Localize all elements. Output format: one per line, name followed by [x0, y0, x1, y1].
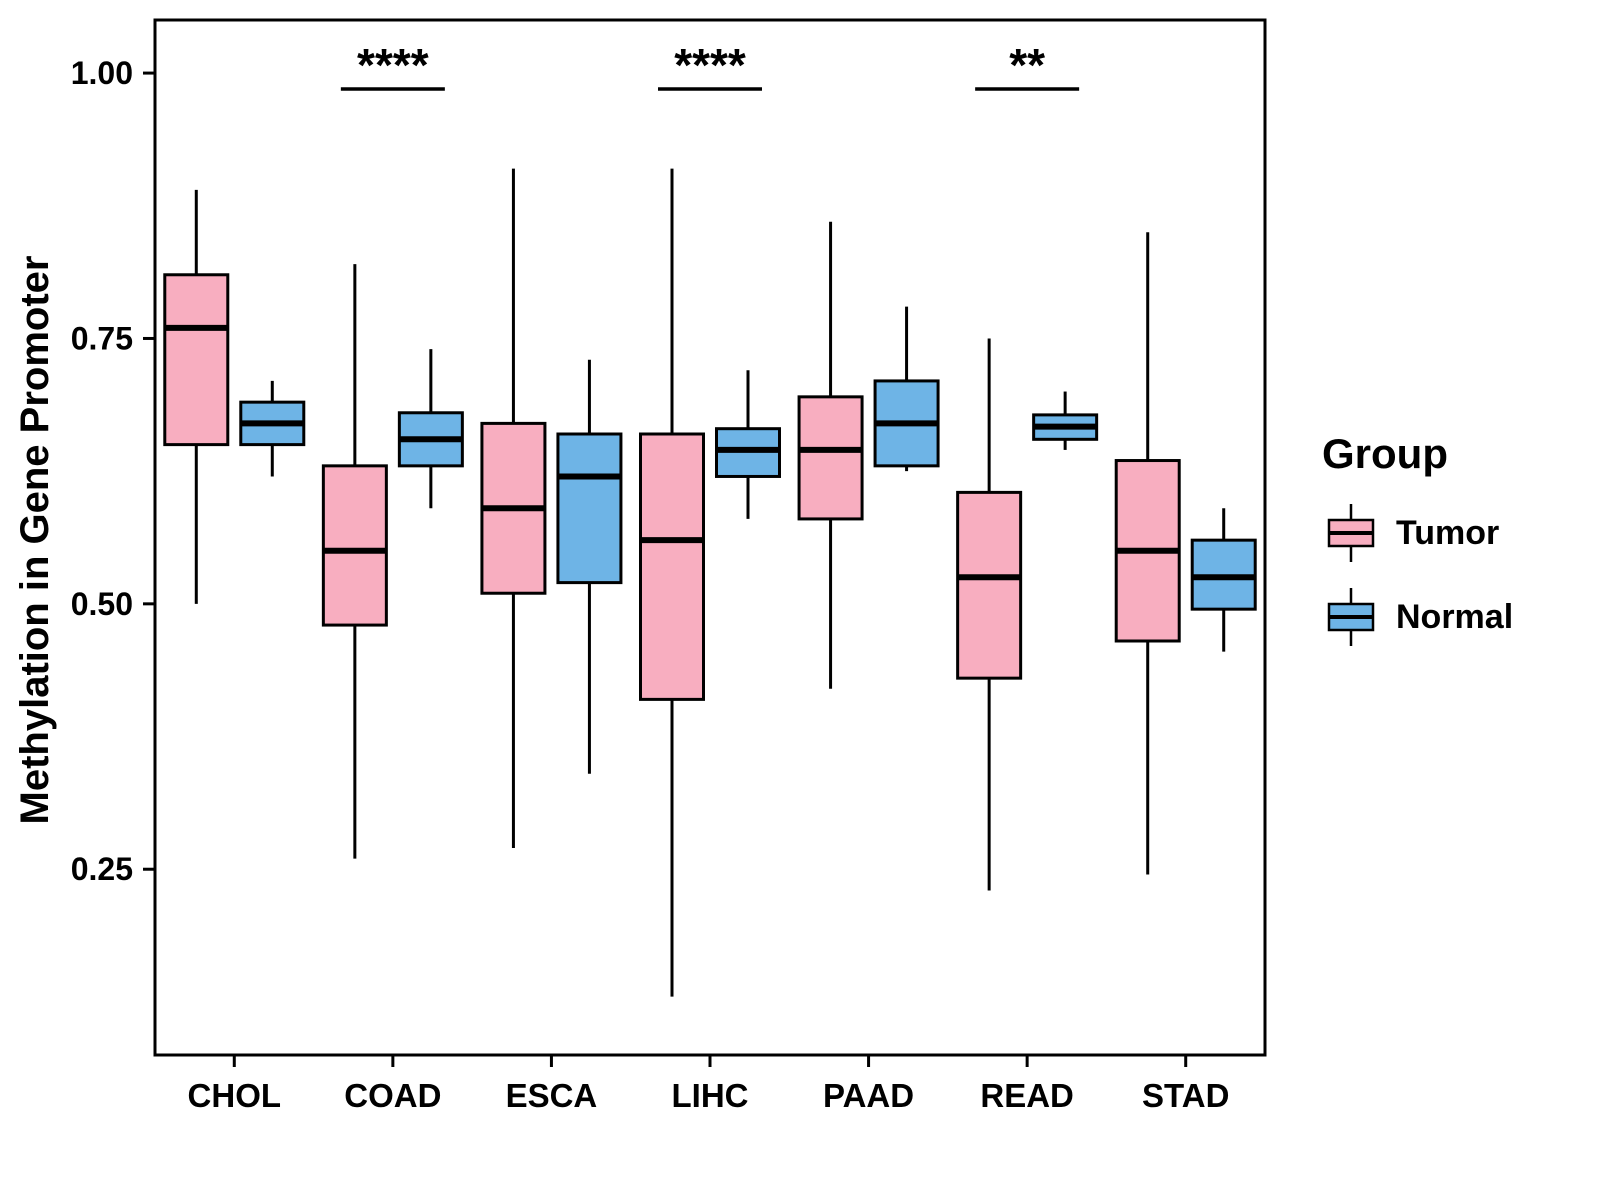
- iqr-box: [956, 490, 1023, 680]
- legend-entry-normal: Normal: [1322, 584, 1582, 650]
- box-normal-STAD: [1190, 508, 1257, 652]
- iqr-box: [556, 432, 623, 585]
- legend: Group Tumor Normal: [1322, 430, 1582, 668]
- legend-entry-tumor: Tumor: [1322, 500, 1582, 566]
- y-tick-label: 0.25: [71, 851, 133, 887]
- significance-stars: ****: [357, 39, 429, 91]
- x-category-label: PAAD: [823, 1077, 914, 1114]
- box-tumor-STAD: [1114, 232, 1181, 875]
- y-axis-label: Methylation in Gene Promoter: [13, 256, 57, 825]
- box-tumor-COAD: [321, 264, 388, 859]
- box-tumor-CHOL: [163, 189, 230, 604]
- legend-key-boxplot-icon: [1327, 588, 1375, 646]
- y-tick-label: 0.50: [71, 586, 133, 622]
- iqr-box: [639, 432, 705, 701]
- x-category-label: CHOL: [188, 1077, 282, 1114]
- legend-entry-label: Tumor: [1396, 513, 1500, 552]
- iqr-box: [797, 395, 864, 521]
- significance-stars: ****: [674, 39, 746, 91]
- legend-entries: Tumor Normal: [1322, 500, 1582, 650]
- legend-key-boxplot-icon: [1327, 504, 1375, 562]
- x-category-label: READ: [980, 1077, 1074, 1114]
- x-category-label: LIHC: [672, 1077, 749, 1114]
- box-normal-ESCA: [556, 359, 623, 774]
- box-tumor-READ: [956, 338, 1023, 891]
- box-tumor-PAAD: [797, 221, 864, 689]
- x-category-label: COAD: [344, 1077, 441, 1114]
- iqr-box: [321, 464, 388, 627]
- y-tick-label: 0.75: [71, 320, 133, 356]
- box-tumor-ESCA: [480, 168, 547, 848]
- box-tumor-LIHC: [639, 168, 705, 997]
- box-normal-COAD: [397, 349, 464, 509]
- x-category-label: STAD: [1142, 1077, 1229, 1114]
- box-normal-LIHC: [715, 370, 781, 519]
- box-normal-PAAD: [873, 306, 940, 472]
- legend-entry-label: Normal: [1396, 597, 1514, 636]
- box-normal-CHOL: [239, 380, 306, 477]
- x-category-label: ESCA: [506, 1077, 598, 1114]
- legend-title: Group: [1322, 430, 1448, 477]
- iqr-box: [163, 273, 230, 447]
- significance-stars: **: [1009, 39, 1045, 91]
- box-normal-READ: [1032, 391, 1099, 450]
- y-tick-label: 1.00: [71, 55, 133, 91]
- panel-border: [153, 18, 1267, 1057]
